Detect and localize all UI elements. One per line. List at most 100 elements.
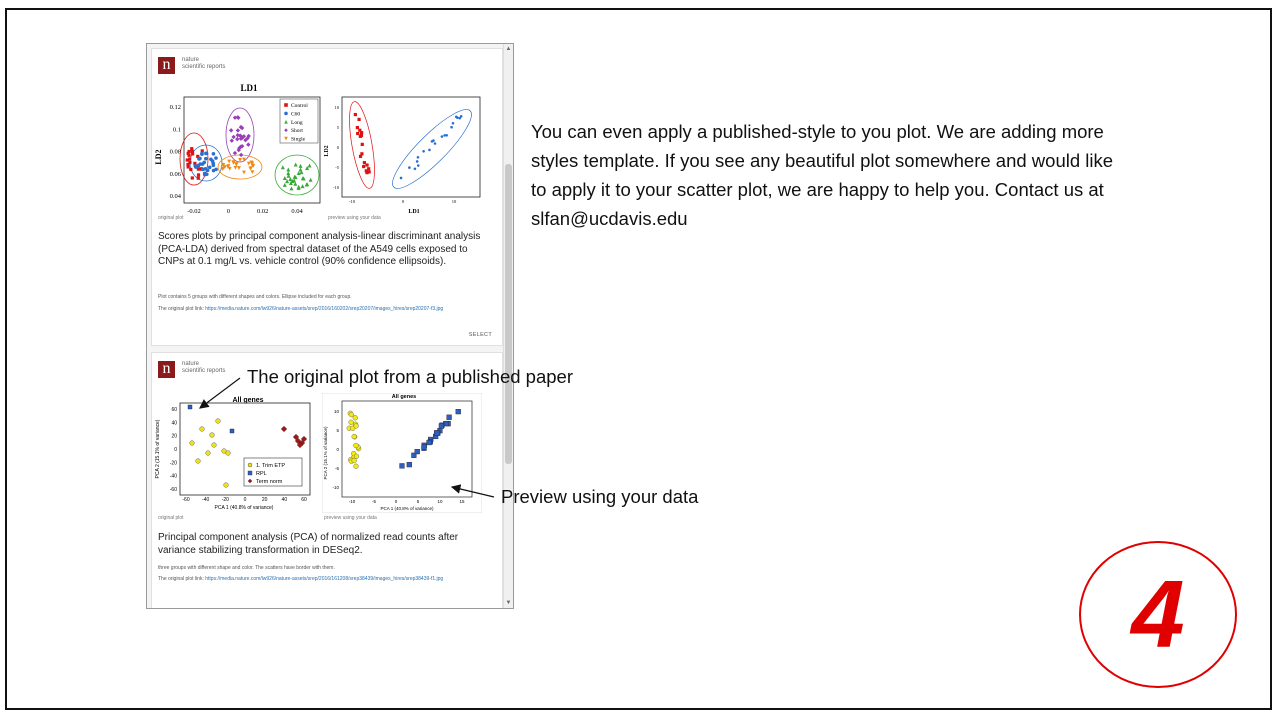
data-point bbox=[232, 150, 238, 156]
data-point bbox=[296, 170, 301, 175]
data-point bbox=[196, 167, 200, 171]
original-plot-pca: All genes PCA 2 (15.1% of variance) 60 40… bbox=[155, 397, 311, 511]
brand-subtitle: scientific reports bbox=[182, 368, 226, 374]
preview-x-label: LD1 bbox=[408, 209, 419, 215]
y-tick-label: 10 bbox=[334, 409, 340, 414]
data-point bbox=[186, 162, 190, 167]
data-point bbox=[187, 149, 191, 154]
original-plot-link[interactable]: https://media.nature.com/lw926/nature-as… bbox=[205, 306, 444, 312]
original-plot-caption: original plot bbox=[158, 515, 184, 521]
data-point bbox=[288, 176, 293, 181]
brand-name: nature bbox=[182, 361, 200, 367]
data-point bbox=[284, 103, 288, 107]
data-point bbox=[209, 157, 213, 162]
nature-logo-icon: n bbox=[158, 361, 175, 378]
y-tick-label: -5 bbox=[335, 165, 339, 170]
y-tick-label: 0.06 bbox=[170, 171, 182, 178]
data-point bbox=[301, 176, 306, 181]
scroll-down-icon[interactable]: ▼ bbox=[505, 600, 512, 606]
description-text: You can even apply a published-style to … bbox=[531, 121, 1114, 229]
nature-logo-icon: n bbox=[158, 57, 175, 74]
data-point bbox=[458, 116, 462, 120]
data-point bbox=[358, 154, 363, 158]
legend-label: Long bbox=[291, 120, 303, 126]
data-point bbox=[408, 166, 411, 169]
data-point bbox=[237, 133, 243, 138]
data-point bbox=[451, 121, 455, 125]
data-point bbox=[223, 165, 227, 169]
data-point bbox=[364, 169, 368, 173]
y-axis-label: LD2 bbox=[154, 149, 163, 164]
y-axis-label: PCA 2 (15.1% of variance) bbox=[155, 419, 161, 478]
data-point bbox=[353, 453, 360, 459]
data-point bbox=[193, 164, 198, 168]
data-point bbox=[185, 158, 189, 162]
data-point bbox=[399, 463, 405, 469]
y-tick-label: 0.1 bbox=[173, 126, 181, 133]
data-point bbox=[250, 170, 255, 175]
data-point bbox=[365, 171, 369, 175]
y-tick-label: 0.08 bbox=[170, 149, 181, 156]
panel-scrollbar[interactable]: ▲ ▼ bbox=[503, 44, 513, 608]
y-tick-label: 40 bbox=[171, 420, 177, 426]
data-point bbox=[234, 162, 239, 166]
data-point bbox=[357, 117, 361, 122]
original-plot-link[interactable]: https://media.nature.com/lw926/nature-as… bbox=[205, 576, 444, 582]
legend-label: 1. Trim ETP bbox=[256, 463, 285, 469]
data-point bbox=[227, 159, 232, 164]
data-point bbox=[351, 433, 357, 440]
x-tick-label: 0 bbox=[227, 208, 230, 215]
data-point bbox=[229, 428, 235, 434]
data-point bbox=[446, 414, 452, 420]
data-point bbox=[214, 156, 218, 160]
data-point bbox=[289, 186, 294, 191]
y-tick-label: -60 bbox=[170, 487, 177, 493]
select-button[interactable]: SELECT bbox=[468, 332, 492, 338]
data-point bbox=[247, 470, 253, 476]
template-card-lda[interactable]: n nature scientific reports LD1 LD2 0.12 0… bbox=[151, 48, 503, 346]
data-point bbox=[247, 478, 253, 484]
data-point bbox=[202, 172, 207, 177]
data-point bbox=[362, 164, 366, 169]
data-point bbox=[242, 157, 246, 162]
data-point bbox=[211, 168, 216, 173]
data-point bbox=[459, 115, 463, 118]
scroll-up-icon[interactable]: ▲ bbox=[505, 46, 512, 52]
link-prefix: The original plot link: bbox=[158, 576, 204, 582]
x-tick-label: -5 bbox=[372, 499, 376, 504]
data-point bbox=[304, 182, 309, 187]
y-tick-label: 0 bbox=[336, 447, 339, 452]
data-point bbox=[300, 435, 308, 443]
data-point bbox=[348, 412, 354, 418]
data-point bbox=[200, 149, 204, 153]
data-point bbox=[195, 458, 201, 464]
data-point bbox=[355, 125, 359, 130]
data-point bbox=[243, 137, 248, 143]
data-point bbox=[189, 440, 195, 446]
y-tick-label: 60 bbox=[171, 407, 177, 413]
x-tick-label: 5 bbox=[417, 499, 420, 504]
data-point bbox=[454, 115, 458, 119]
data-point bbox=[211, 152, 216, 156]
data-point bbox=[223, 482, 229, 488]
data-point bbox=[292, 178, 297, 183]
brand-name: nature bbox=[182, 57, 200, 63]
scrollbar-thumb[interactable] bbox=[505, 164, 512, 464]
data-point bbox=[358, 128, 362, 132]
preview-plot-caption: preview using your data bbox=[324, 515, 377, 521]
data-point bbox=[293, 162, 298, 167]
x-tick-label: -20 bbox=[222, 497, 229, 503]
data-point bbox=[237, 145, 242, 151]
style-template-panel[interactable]: n nature scientific reports LD1 LD2 0.12 0… bbox=[146, 43, 514, 609]
data-point bbox=[285, 179, 290, 184]
x-tick-label: 0.02 bbox=[257, 208, 268, 215]
data-point bbox=[450, 125, 453, 129]
data-point bbox=[421, 444, 427, 450]
y-tick-label: -5 bbox=[335, 466, 339, 471]
data-point bbox=[293, 181, 298, 186]
preview-plot-lda: LD2 10 5 0 -5 -10 -10 0 10 LD1 bbox=[324, 96, 481, 215]
y-tick-label: -10 bbox=[332, 485, 339, 490]
legend-label: C60 bbox=[291, 111, 300, 117]
data-point bbox=[199, 426, 205, 432]
